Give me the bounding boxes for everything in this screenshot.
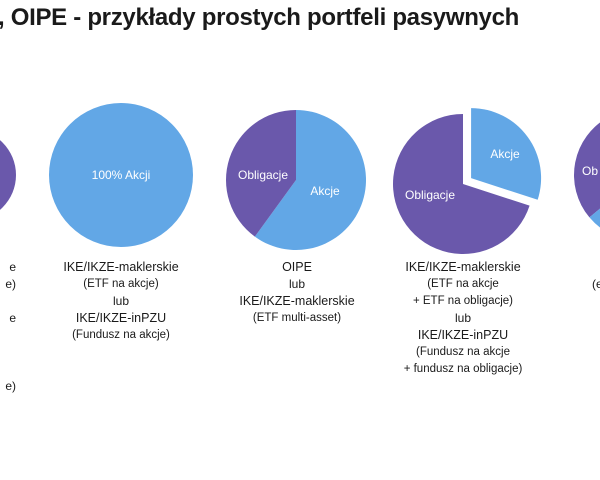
caption-portfolio-2: OIPE lub IKE/IKZE-maklerskie (ETF multi-…	[222, 259, 372, 327]
caption-partial-left: e e) e e)	[0, 259, 16, 395]
caption-line: e)	[5, 277, 16, 291]
pie-slice	[393, 114, 530, 254]
caption-instrument: (Fundusz na akcje)	[72, 329, 170, 341]
slice-label: 100% Akcji	[92, 168, 151, 182]
slice-label: Obligacje	[405, 188, 455, 202]
caption-or: lub	[112, 294, 129, 308]
caption-account: OIPE	[282, 260, 312, 274]
pie-slice	[49, 103, 193, 247]
caption-instrument: (ETF na akcje)	[83, 278, 159, 290]
caption-account: IKE/IKZE-inPZU	[75, 311, 167, 325]
caption-line: e)	[5, 379, 16, 393]
pie-slice	[0, 140, 16, 210]
caption-line: (e	[592, 277, 600, 291]
pie-slice	[574, 122, 600, 218]
caption-account: IKE/IKZE-maklerskie	[405, 260, 521, 274]
caption-partial-right: (e	[592, 276, 600, 293]
slice-label: Akcje	[310, 184, 340, 198]
pie-slice	[254, 110, 366, 250]
page-title: , OIPE - przykłady prostych portfeli pas…	[0, 4, 520, 31]
slice-label: Obligacje	[238, 168, 288, 182]
caption-instrument: (Fundusz na akcje	[416, 346, 510, 358]
pie-slice	[589, 208, 600, 228]
caption-instrument: + ETF na obligacje)	[412, 295, 514, 307]
caption-or: lub	[288, 277, 305, 291]
caption-instrument: (ETF na akcje	[427, 278, 499, 290]
slice-label: Ob	[582, 164, 598, 178]
caption-account: IKE/IKZE-inPZU	[417, 328, 509, 342]
caption-account: IKE/IKZE-maklerskie	[63, 260, 179, 274]
caption-instrument: + fundusz na obligacje)	[403, 363, 523, 375]
pie-slice	[471, 108, 542, 200]
slice-label: Akcje	[490, 147, 520, 161]
caption-portfolio-1: IKE/IKZE-maklerskie (ETF na akcje) lub I…	[46, 259, 196, 344]
caption-account: IKE/IKZE-maklerskie	[239, 294, 355, 308]
caption-line: e	[9, 311, 16, 325]
caption-portfolio-3: IKE/IKZE-maklerskie (ETF na akcje + ETF …	[388, 259, 538, 378]
caption-line: e	[9, 260, 16, 274]
caption-instrument: (ETF multi-asset)	[252, 312, 342, 324]
pie-slice	[225, 110, 296, 237]
caption-or: lub	[454, 311, 471, 325]
